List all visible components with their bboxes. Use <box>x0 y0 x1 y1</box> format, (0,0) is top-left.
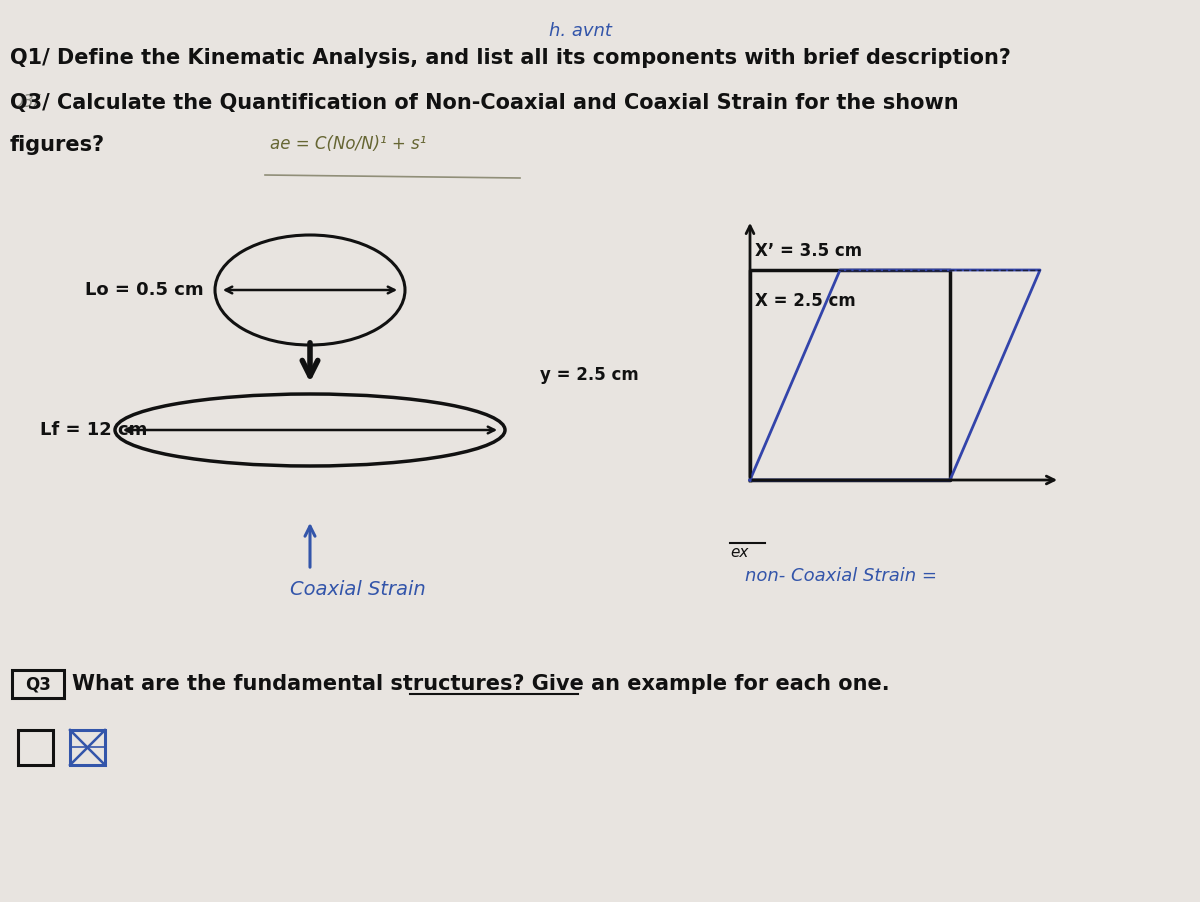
Text: Lf = 12 cm: Lf = 12 cm <box>40 421 148 439</box>
Bar <box>12 670 64 698</box>
Text: X = 2.5 cm: X = 2.5 cm <box>755 292 856 310</box>
Text: figures?: figures? <box>10 135 106 155</box>
Text: Q3: Q3 <box>25 675 50 693</box>
Bar <box>18 730 53 765</box>
Text: Coaxial Strain: Coaxial Strain <box>290 580 426 599</box>
Text: Lo = 0.5 cm: Lo = 0.5 cm <box>85 281 204 299</box>
Text: non- Coaxial Strain =: non- Coaxial Strain = <box>745 567 937 585</box>
Text: Q3/: Q3/ <box>10 93 40 111</box>
Text: Q1/ Define the Kinematic Analysis, and list all its components with brief descri: Q1/ Define the Kinematic Analysis, and l… <box>10 48 1010 68</box>
Text: h. avnt: h. avnt <box>548 22 612 40</box>
Bar <box>70 730 106 765</box>
Text: y = 2.5 cm: y = 2.5 cm <box>540 366 638 384</box>
Text: Q3/ Calculate the Quantification of Non-Coaxial and Coaxial Strain for the shown: Q3/ Calculate the Quantification of Non-… <box>10 93 959 113</box>
Text: ex: ex <box>730 545 749 560</box>
Text: ae = C(No/N)¹ + s¹: ae = C(No/N)¹ + s¹ <box>270 135 426 153</box>
Text: X’ = 3.5 cm: X’ = 3.5 cm <box>755 242 862 260</box>
Text: What are the fundamental structures? Give an example for each one.: What are the fundamental structures? Giv… <box>72 674 889 694</box>
